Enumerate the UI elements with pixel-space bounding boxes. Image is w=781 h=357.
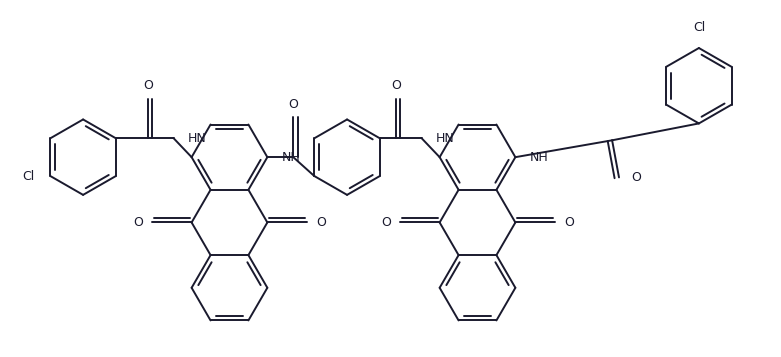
Text: O: O (143, 79, 153, 92)
Text: HN: HN (436, 132, 455, 145)
Text: HN: HN (187, 132, 206, 145)
Text: O: O (316, 216, 326, 229)
Text: O: O (288, 98, 298, 111)
Text: Cl: Cl (693, 21, 705, 34)
Text: NH: NH (530, 151, 548, 164)
Text: O: O (390, 79, 401, 92)
Text: O: O (564, 216, 574, 229)
Text: O: O (133, 216, 143, 229)
Text: O: O (381, 216, 390, 229)
Text: O: O (631, 171, 641, 184)
Text: Cl: Cl (22, 170, 34, 182)
Text: NH: NH (281, 151, 300, 164)
